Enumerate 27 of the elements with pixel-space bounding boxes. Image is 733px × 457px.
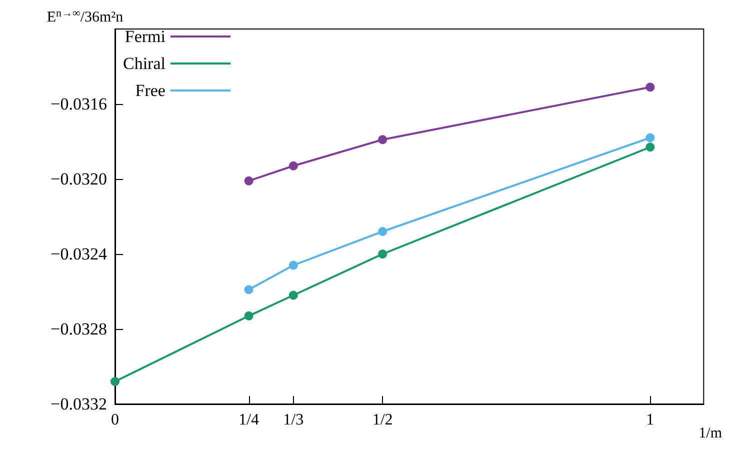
y-tick-label: −0.0316 bbox=[50, 94, 107, 114]
point bbox=[646, 82, 655, 92]
x-tick-label: 1/2 bbox=[372, 412, 393, 428]
point bbox=[288, 161, 298, 170]
x-axis-title: 1/m bbox=[698, 426, 722, 442]
point bbox=[110, 377, 120, 386]
y-tick-label: −0.0320 bbox=[50, 170, 107, 188]
legend-label: Fermi bbox=[124, 27, 166, 46]
legend-label: Free bbox=[135, 81, 166, 100]
point bbox=[288, 260, 298, 270]
point bbox=[244, 285, 254, 294]
x-tick-label: 1/3 bbox=[283, 412, 304, 428]
point bbox=[244, 311, 254, 320]
y-tick-label: −0.0324 bbox=[50, 244, 108, 264]
point bbox=[646, 133, 655, 142]
point bbox=[378, 250, 388, 258]
point bbox=[646, 142, 655, 152]
legend-label: Chiral bbox=[122, 54, 166, 73]
point bbox=[378, 227, 388, 236]
x-tick-label: 1/4 bbox=[238, 412, 260, 428]
y-tick-label: −0.0332 bbox=[50, 394, 107, 414]
point bbox=[378, 135, 388, 144]
y-tick-label: −0.0328 bbox=[50, 320, 107, 338]
x-tick-label: 0 bbox=[111, 412, 119, 428]
point bbox=[244, 176, 254, 186]
x-tick-label: 1 bbox=[646, 412, 654, 428]
point bbox=[288, 290, 298, 300]
